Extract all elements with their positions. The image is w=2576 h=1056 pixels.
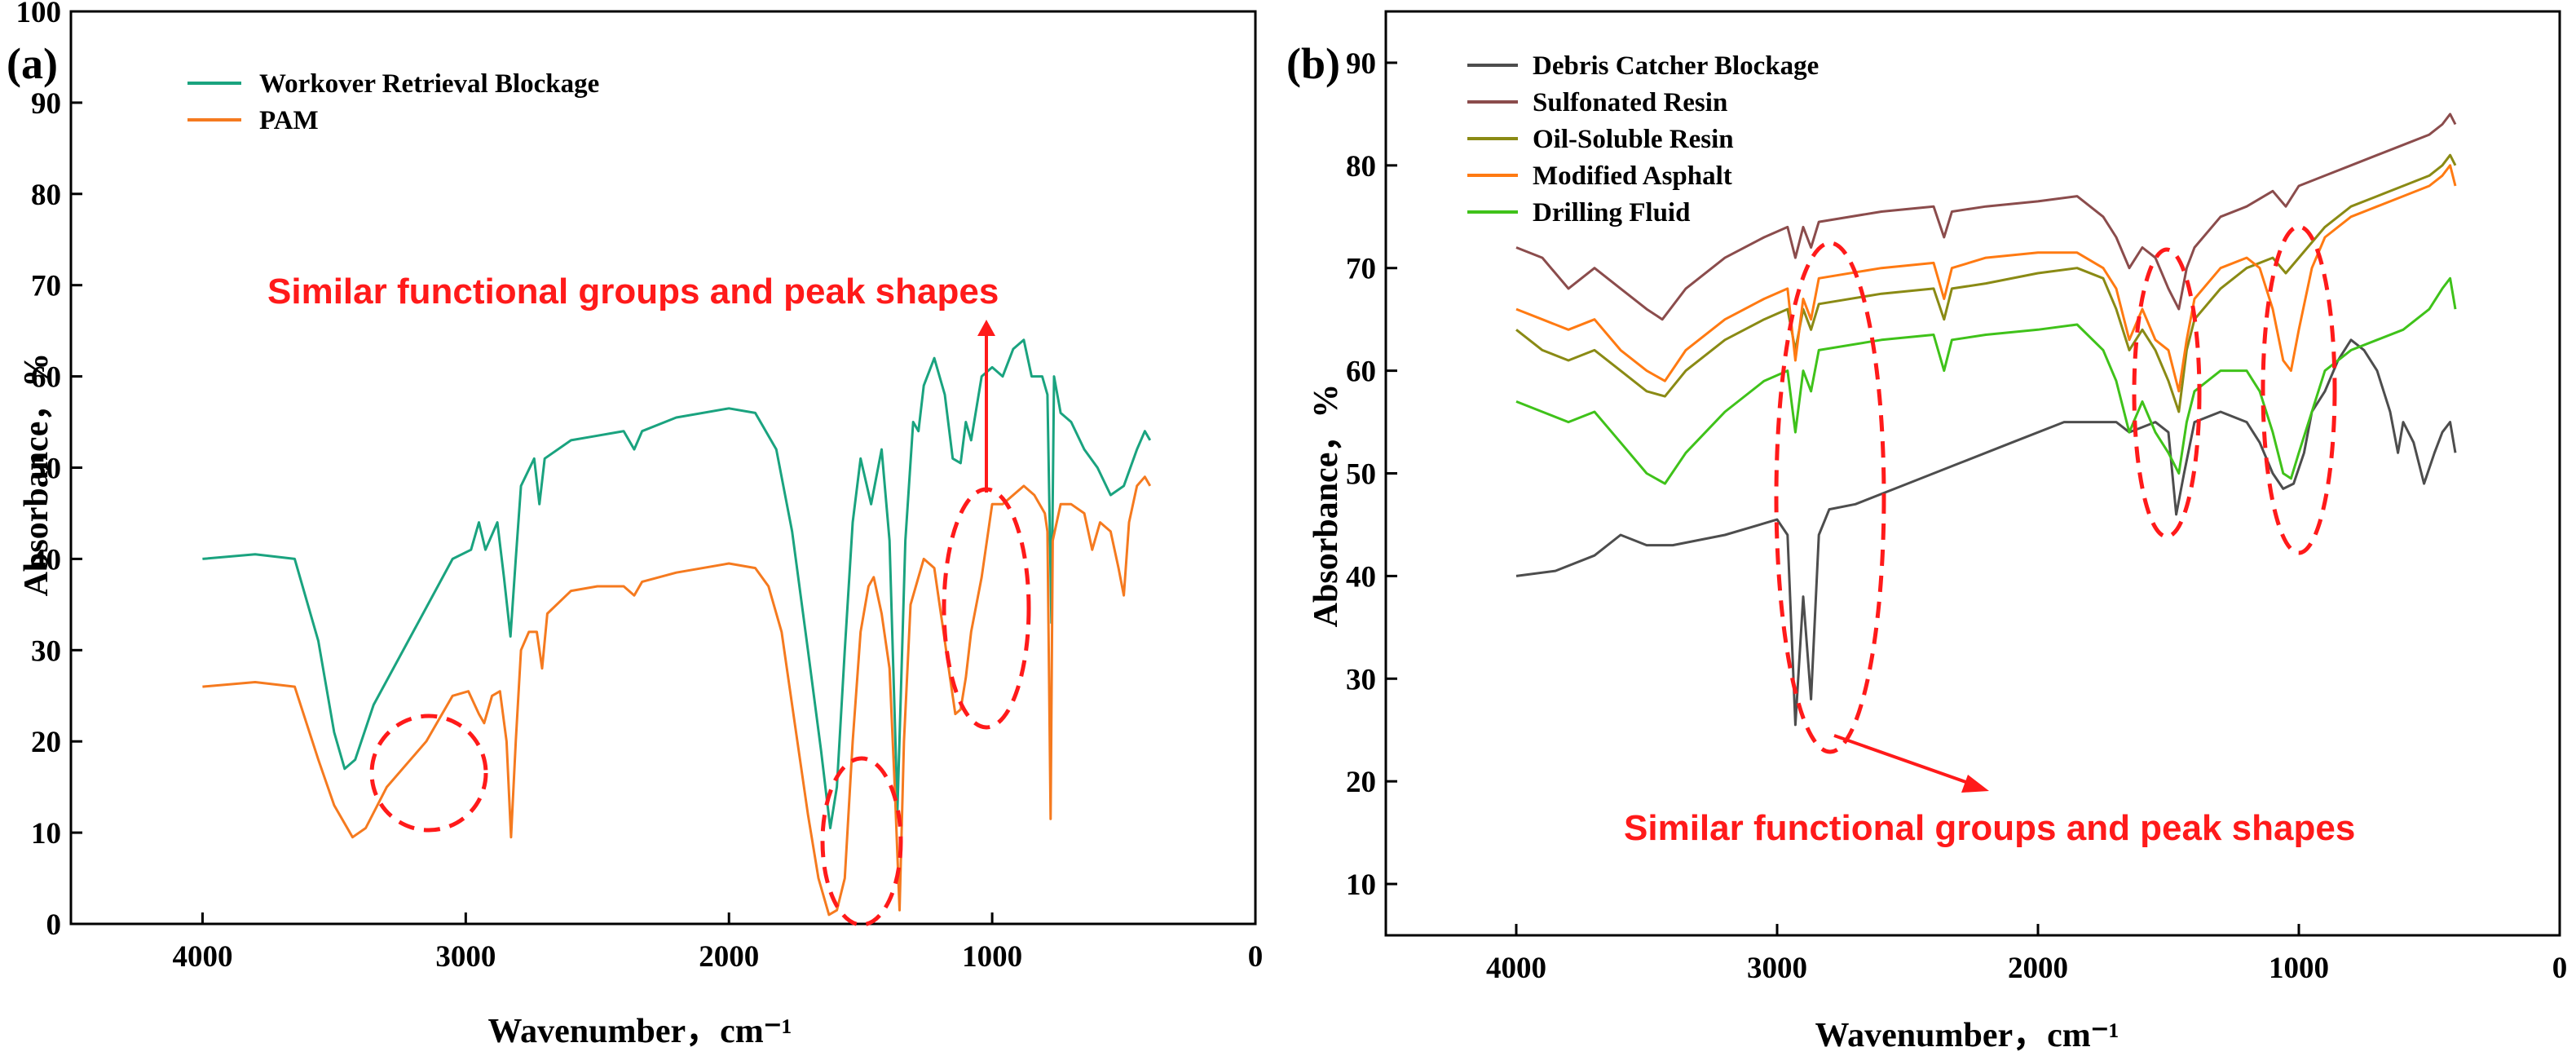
panel-b-x-axis-title: Wavenumber，cm⁻¹ (1815, 1017, 2119, 1054)
panel-a-highlight-ellipse-2 (820, 756, 903, 927)
panel-a-x-tick-label: 1000 (962, 940, 1022, 974)
panel-a-legend: Workover Retrieval Blockage PAM (187, 69, 599, 135)
panel-a-series-line-1 (202, 338, 1152, 829)
panel-a-y-tick-label: 80 (31, 179, 61, 212)
panel-a-y-tick-label: 30 (31, 634, 61, 668)
panel-b-annotation-text: Similar functional groups and peak shape… (1624, 808, 2355, 848)
panel-b-series-line-3 (1515, 153, 2457, 413)
panel-a-y-tick-label: 10 (31, 817, 61, 851)
panel-b-x-tick-label: 0 (2552, 952, 2568, 985)
panel-b-label: (b) (1286, 39, 1340, 88)
panel-b-legend: Debris Catcher Blockage Sulfonated Resin O… (1467, 51, 1819, 228)
panel-b-y-tick-label: 10 (1346, 868, 1376, 902)
panel-b-series-line-4 (1515, 164, 2457, 393)
panel-b-highlight-ellipse-1 (1774, 241, 1886, 754)
panel-a-chart: (a) 0 10 20 30 40 50 60 70 80 90 100 4000 3000 2000 1… (7, 0, 1263, 1050)
panel-b-x-tick-label: 4000 (1486, 952, 1546, 985)
panel-a-y-axis-title: Absorbance，% (18, 353, 55, 597)
panel-a-y-tick-label: 20 (31, 726, 61, 759)
panel-a-highlight-ellipse-3 (942, 487, 1031, 730)
panel-b-y-tick-label: 80 (1346, 150, 1376, 183)
panel-a-y-tick-label: 50 (31, 453, 61, 486)
panel-b-y-tick-label: 70 (1346, 253, 1376, 286)
panel-b-legend-label-2: Sulfonated Resin (1533, 88, 1727, 117)
panel-b-chart: (b) 10 20 30 40 50 60 70 80 90 4000 3000 2000 1000 0… (1286, 10, 2567, 1054)
panel-b-series-group (1515, 113, 2457, 727)
panel-a-y-tick-label: 90 (31, 87, 61, 121)
panel-a-series-line-2 (202, 475, 1152, 917)
panel-b-y-tick-label: 30 (1346, 663, 1376, 696)
panel-b-y-tick-label: 20 (1346, 766, 1376, 799)
panel-a-annotation-arrow (977, 320, 995, 493)
panel-b-y-axis-title: Absorbance，% (1308, 384, 1345, 628)
panel-b-annotation-arrow (1833, 734, 1989, 793)
panel-b-highlight-ellipse-3 (2261, 224, 2337, 555)
panel-b-series-line-2 (1515, 113, 2457, 321)
panel-b-x-tick-label: 2000 (2008, 952, 2068, 985)
panel-a-annotation-text: Similar functional groups and peak shape… (267, 272, 999, 311)
panel-b-legend-label-4: Modified Asphalt (1533, 161, 1732, 191)
panel-a-plot-frame (69, 10, 1257, 926)
panel-b-series-line-5 (1515, 276, 2457, 485)
panel-b-highlight-ellipse-2 (2132, 247, 2202, 539)
panel-a-x-axis-title: Wavenumber，cm⁻¹ (487, 1013, 792, 1050)
panel-a-label: (a) (7, 39, 58, 88)
panel-a-y-axis: 0 10 20 30 40 50 60 70 80 90 100 (16, 0, 82, 942)
panel-a-y-tick-label: 0 (46, 908, 62, 942)
panel-b-x-tick-label: 1000 (2269, 952, 2329, 985)
panel-b-legend-label-5: Drilling Fluid (1533, 198, 1690, 228)
panel-a-y-tick-label: 100 (16, 0, 62, 29)
panel-a-series-group (202, 338, 1152, 917)
panel-a-highlight-ellipse-1 (369, 714, 488, 833)
panel-a-y-tick-label: 70 (31, 270, 61, 303)
panel-b-series-line-1 (1515, 338, 2457, 727)
panel-b-y-tick-label: 90 (1346, 47, 1376, 81)
panel-b-x-tick-label: 3000 (1747, 952, 1807, 985)
panel-b-y-tick-label: 60 (1346, 356, 1376, 389)
panel-a-x-tick-label: 0 (1248, 940, 1264, 974)
panel-b-y-tick-label: 40 (1346, 560, 1376, 594)
panel-a-y-tick-label: 40 (31, 543, 61, 577)
panel-b-y-axis: 10 20 30 40 50 60 70 80 90 (1346, 47, 1397, 902)
panel-a-x-axis: 4000 3000 2000 1000 0 (172, 912, 1263, 974)
panel-a-x-tick-label: 2000 (699, 940, 759, 974)
panel-a-x-tick-label: 4000 (172, 940, 232, 974)
panel-b-legend-label-1: Debris Catcher Blockage (1533, 51, 1819, 81)
panel-b-y-tick-label: 50 (1346, 458, 1376, 492)
panel-a-y-tick-label: 60 (31, 361, 61, 395)
panel-a-x-tick-label: 3000 (435, 940, 496, 974)
panel-a-legend-label-2: PAM (259, 106, 319, 135)
panel-b-legend-label-3: Oil-Soluble Resin (1533, 125, 1734, 154)
panel-a-legend-label-1: Workover Retrieval Blockage (259, 69, 599, 99)
panel-b-x-axis: 4000 3000 2000 1000 0 (1486, 924, 2567, 985)
